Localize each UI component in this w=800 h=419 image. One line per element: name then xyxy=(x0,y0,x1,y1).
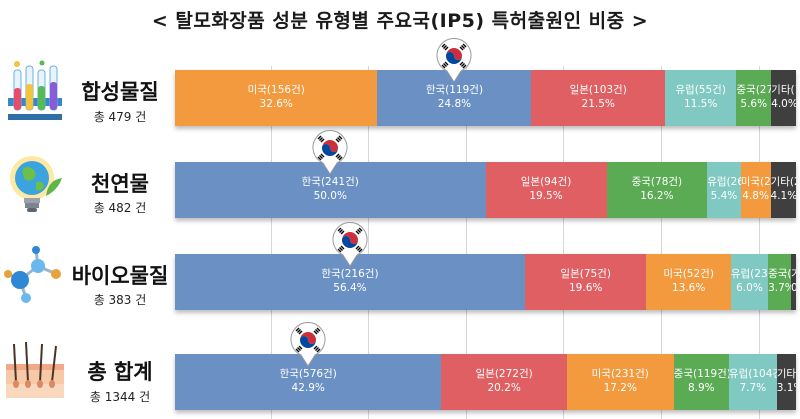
category-label: 천연물 xyxy=(91,172,149,196)
gridline xyxy=(466,66,467,419)
bar-segment: 미국(156건) 32.6% xyxy=(175,70,378,126)
stacked-bar: 한국(241건) 50.0% 일본(94건) 19.5% 중국(78건) 16.2% 유럽(… xyxy=(175,162,796,218)
bar-segment: 중국(27건) 5.6% xyxy=(736,70,772,126)
segment-percent: 17.2% xyxy=(603,382,637,394)
segment-percent: 3.7% xyxy=(768,282,791,294)
segment-label: 미국(156건) xyxy=(247,84,305,96)
segment-label: 한국(576건) xyxy=(279,368,337,380)
segment-label: 일본(103건) xyxy=(569,84,627,96)
segment-label: 유럽(55건) xyxy=(675,84,726,96)
segment-label: 한국(241건) xyxy=(301,176,359,188)
segment-percent: 32.6% xyxy=(259,98,293,110)
segment-label: 중국(78건) xyxy=(631,176,683,188)
category-label: 총 합계 xyxy=(87,360,153,384)
segment-label: 일본(75건) xyxy=(560,268,611,280)
bar-segment: 중국(78건) 16.2% xyxy=(606,162,708,218)
bar-segment: 일본(103건) 21.5% xyxy=(531,70,665,126)
segment-percent: 4.8% xyxy=(742,190,769,202)
segment-label: 기타(20건) xyxy=(770,176,796,188)
segment-label: 중국(14건) xyxy=(768,268,792,280)
segment-label: 미국(23건) xyxy=(740,176,771,188)
bar-segment: 유럽(26건) 5.4% xyxy=(707,162,741,218)
stacked-bar: 한국(576건) 42.9% 일본(272건) 20.2% 미국(231건) 17.2% 중… xyxy=(175,354,796,410)
earth-bulb-icon xyxy=(2,152,68,218)
segment-percent: 16.2% xyxy=(640,190,674,202)
stacked-bar: 미국(156건) 32.6% 한국(119건) 24.8% 일본(103건) 21.5% 유… xyxy=(175,70,796,126)
segment-percent: 20.2% xyxy=(487,382,521,394)
korea-flag-pin-icon xyxy=(289,322,327,368)
bar-segment: 일본(75건) 19.6% xyxy=(524,254,647,310)
test-tubes-icon xyxy=(2,58,68,124)
segment-label: 한국(119건) xyxy=(425,84,484,96)
stacked-bar: 한국(216건) 56.4% 일본(75건) 19.6% 미국(52건) 13.6% 유럽(… xyxy=(175,254,796,310)
segment-percent: 3.1% xyxy=(776,382,796,394)
segment-percent: 19.5% xyxy=(529,190,563,202)
bar-segment: 미국(231건) 17.2% xyxy=(566,354,674,410)
segment-percent: 21.5% xyxy=(581,98,615,110)
segment-label: 일본(272건) xyxy=(475,368,533,380)
category-total: 총 479 건 xyxy=(93,110,147,124)
gridline xyxy=(661,66,662,419)
bar-segment: 중국(119건) 8.9% xyxy=(673,354,729,410)
segment-label: 유럽(23건) xyxy=(730,268,768,280)
segment-percent: 0.8% xyxy=(791,282,796,294)
gridline xyxy=(271,66,272,419)
segment-percent: 42.9% xyxy=(291,382,325,394)
korea-flag-pin-icon xyxy=(435,38,473,84)
category-label: 바이오물질 xyxy=(71,264,169,288)
korea-flag-pin-icon xyxy=(331,222,369,268)
bar-segment: 기타(20건) 4.1% xyxy=(770,162,796,218)
bar-segment: 기타(42건) 3.1% xyxy=(776,354,796,410)
category-label: 합성물질 xyxy=(81,80,159,104)
category-total: 총 482 건 xyxy=(93,201,147,215)
segment-label: 유럽(26건) xyxy=(707,176,741,188)
segment-percent: 19.6% xyxy=(569,282,603,294)
chart-title: < 탈모화장품 성분 유형별 주요국(IP5) 특허출원인 비중 > xyxy=(151,10,649,32)
gridline xyxy=(368,66,369,419)
segment-label: 중국(27건) xyxy=(736,84,772,96)
bar-segment: 한국(576건) 42.9% xyxy=(175,354,442,410)
bar-segment: 기타(19건) 4.0% xyxy=(771,70,796,126)
segment-percent: 11.5% xyxy=(683,98,718,110)
segment-percent: 7.7% xyxy=(739,382,767,394)
segment-percent: 4.0% xyxy=(771,98,796,110)
gridline xyxy=(563,66,564,419)
segment-label: 기타(3건) xyxy=(791,268,796,280)
gridline xyxy=(759,66,760,419)
segment-percent: 50.0% xyxy=(313,190,347,202)
bar-segment: 일본(94건) 19.5% xyxy=(485,162,607,218)
bar-segment: 유럽(23건) 6.0% xyxy=(730,254,769,310)
bar-segment: 미국(52건) 13.6% xyxy=(646,254,731,310)
bar-segment: 기타(3건) 0.8% xyxy=(791,254,796,310)
bar-segment: 중국(14건) 3.7% xyxy=(768,254,792,310)
segment-percent: 24.8% xyxy=(437,98,472,110)
segment-label: 기타(42건) xyxy=(776,368,796,380)
segment-label: 미국(52건) xyxy=(663,268,714,280)
segment-label: 한국(216건) xyxy=(321,268,379,280)
segment-percent: 56.4% xyxy=(333,282,367,294)
bar-segment: 미국(23건) 4.8% xyxy=(740,162,771,218)
segment-label: 미국(231건) xyxy=(591,368,649,380)
segment-percent: 4.1% xyxy=(770,190,796,202)
segment-percent: 6.0% xyxy=(736,282,763,294)
segment-percent: 13.6% xyxy=(671,282,706,294)
segment-percent: 5.6% xyxy=(740,98,768,110)
bar-segment: 유럽(55건) 11.5% xyxy=(664,70,737,126)
segment-percent: 5.4% xyxy=(710,190,738,202)
segment-label: 기타(19건) xyxy=(771,84,796,96)
segment-label: 유럽(104건) xyxy=(728,368,777,380)
category-total: 총 1344 건 xyxy=(89,390,151,404)
segment-percent: 8.9% xyxy=(687,382,715,394)
bar-segment: 일본(272건) 20.2% xyxy=(441,354,567,410)
molecule-icon xyxy=(2,244,68,310)
korea-flag-pin-icon xyxy=(311,130,349,176)
category-total: 총 383 건 xyxy=(93,293,147,307)
hair-follicle-icon xyxy=(2,338,68,404)
bar-segment: 유럽(104건) 7.7% xyxy=(728,354,777,410)
segment-label: 중국(119건) xyxy=(673,368,729,380)
segment-label: 일본(94건) xyxy=(520,176,572,188)
